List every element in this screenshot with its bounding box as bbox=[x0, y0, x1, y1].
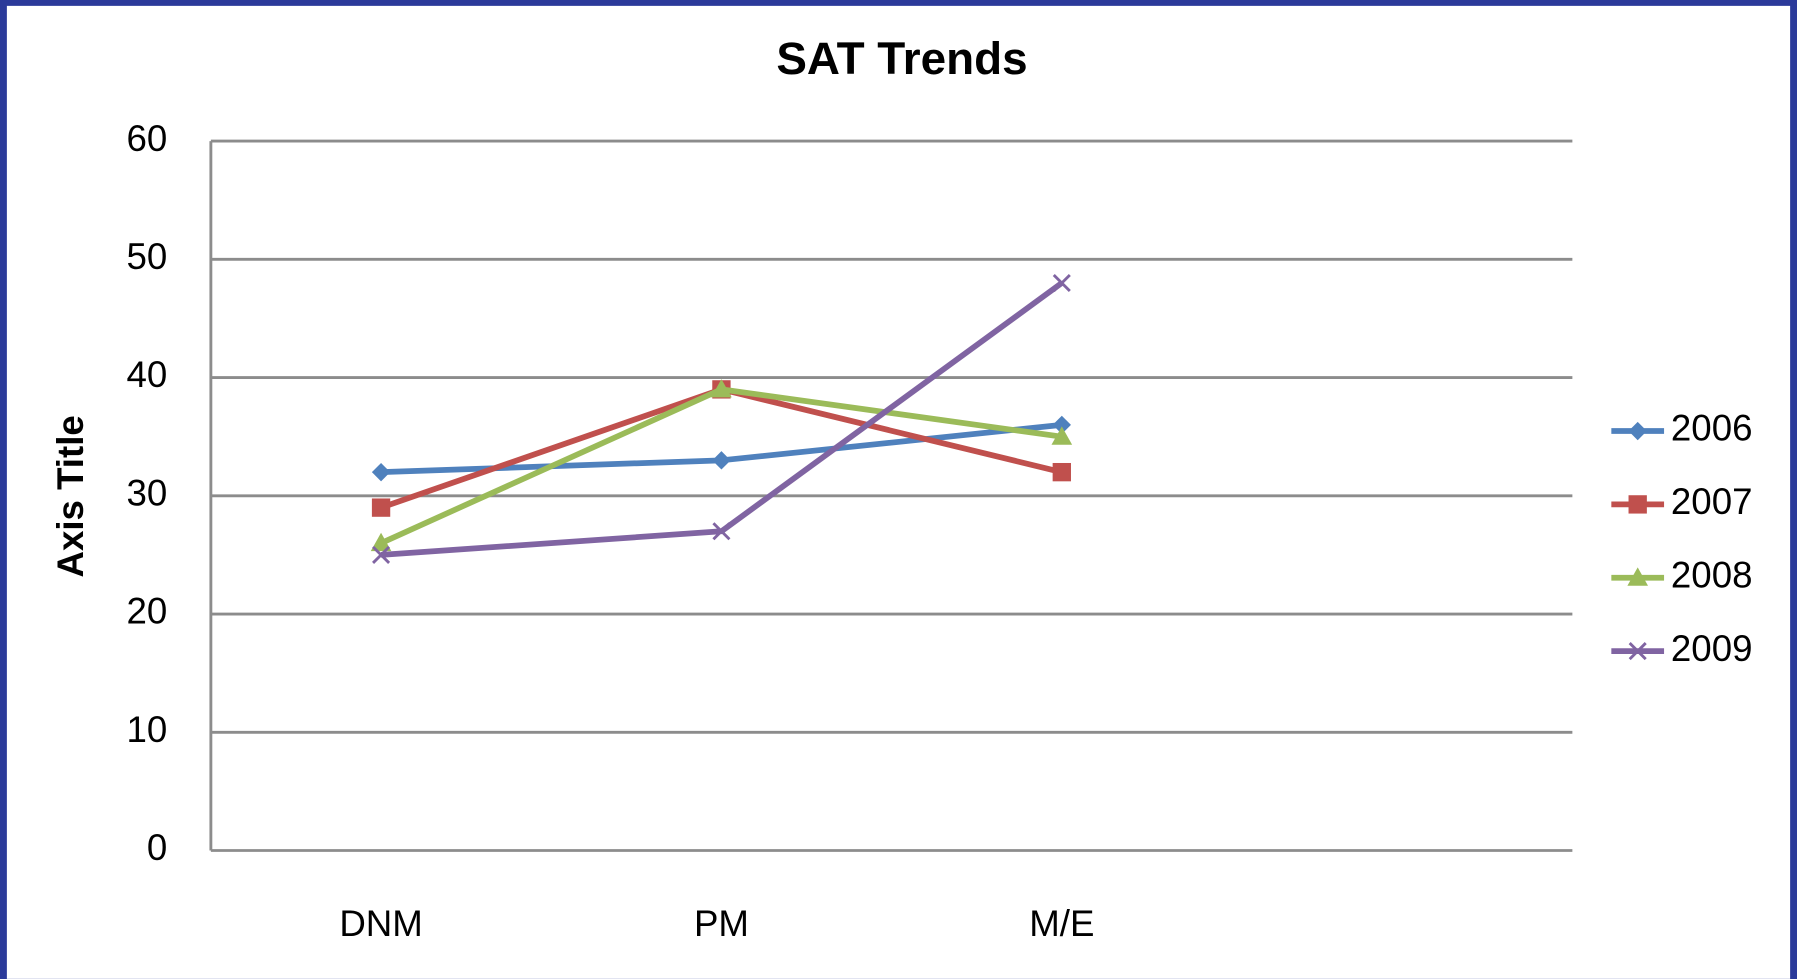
legend-label: 2007 bbox=[1671, 481, 1753, 522]
point-marker bbox=[711, 379, 732, 398]
y-tick-label: 0 bbox=[147, 827, 167, 868]
chart-title: SAT Trends bbox=[776, 33, 1027, 84]
x-tick-label: PM bbox=[694, 903, 749, 944]
y-tick-label: 40 bbox=[127, 354, 168, 395]
point-marker bbox=[371, 498, 391, 517]
x-tick-label: DNM bbox=[339, 903, 422, 944]
legend-marker bbox=[1627, 567, 1649, 586]
y-tick-label: 50 bbox=[127, 236, 168, 277]
x-tick-label: M/E bbox=[1029, 903, 1094, 944]
point-marker bbox=[370, 532, 392, 552]
legend-label: 2006 bbox=[1671, 408, 1753, 449]
point-marker bbox=[1051, 426, 1073, 445]
y-tick-label: 60 bbox=[127, 118, 168, 159]
legend-marker bbox=[1628, 642, 1647, 661]
legend-label: 2008 bbox=[1671, 554, 1753, 595]
legend-marker bbox=[1628, 495, 1647, 514]
y-tick-label: 30 bbox=[127, 472, 168, 513]
point-marker bbox=[712, 522, 731, 541]
legend-label: 2009 bbox=[1671, 628, 1753, 669]
y-tick-label: 20 bbox=[127, 591, 168, 632]
y-axis-title: Axis Title bbox=[50, 415, 91, 577]
point-marker bbox=[1052, 462, 1071, 482]
point-marker bbox=[372, 545, 391, 564]
point-marker bbox=[1052, 273, 1071, 293]
chart-background bbox=[6, 5, 1791, 979]
y-tick-label: 10 bbox=[127, 709, 168, 750]
